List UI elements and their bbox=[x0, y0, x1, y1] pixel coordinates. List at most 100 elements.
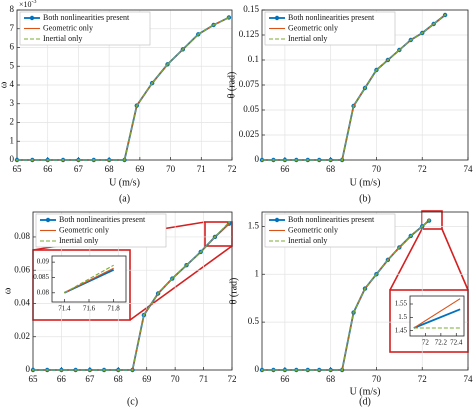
data-point bbox=[432, 22, 435, 26]
data-point bbox=[166, 63, 169, 66]
y-tick-label: 0.075 bbox=[239, 79, 260, 89]
data-point bbox=[228, 222, 231, 225]
legend-label: Both nonlinearities present bbox=[288, 13, 375, 22]
y-axis-label: ω bbox=[0, 81, 9, 88]
legend-label: Geometric only bbox=[288, 23, 338, 32]
x-tick-label: 67 bbox=[74, 164, 84, 174]
plot-frame bbox=[51, 255, 127, 303]
data-point bbox=[352, 311, 355, 314]
caption: (d) bbox=[359, 396, 371, 407]
data-point bbox=[329, 368, 332, 372]
y-tick-label: 4 bbox=[10, 79, 15, 89]
y-tick-label: 1.5 bbox=[398, 313, 407, 321]
y-tick-label: 0 bbox=[10, 154, 15, 164]
data-point bbox=[295, 368, 298, 372]
caption: (a) bbox=[119, 193, 130, 204]
data-point bbox=[74, 368, 77, 372]
data-point bbox=[228, 220, 231, 224]
y-tick-label: 0.08 bbox=[37, 288, 50, 296]
y-tick-label: 0.06 bbox=[14, 264, 30, 274]
y-tick-label: 5 bbox=[10, 60, 15, 70]
data-point bbox=[341, 368, 344, 372]
x-axis-label: U (m/s) bbox=[109, 177, 140, 188]
data-point bbox=[272, 368, 275, 372]
data-point bbox=[295, 158, 298, 162]
legend-label: Inertial only bbox=[288, 34, 327, 43]
data-point bbox=[386, 58, 389, 62]
y-tick-label: 0.02 bbox=[14, 331, 30, 341]
caption: (c) bbox=[127, 396, 138, 407]
data-point bbox=[352, 104, 355, 108]
data-point bbox=[46, 158, 49, 162]
x-tick-label: 69 bbox=[142, 374, 152, 384]
legend-marker bbox=[45, 217, 51, 223]
data-point bbox=[197, 33, 200, 36]
y-tick-label: 0.09 bbox=[37, 258, 50, 266]
x-tick-label: 70 bbox=[372, 374, 382, 384]
plot-frame bbox=[261, 211, 469, 371]
plot-frame bbox=[261, 9, 469, 161]
data-point bbox=[363, 287, 367, 290]
y-axis-label: θ (rad) bbox=[228, 278, 239, 305]
data-point bbox=[181, 48, 184, 51]
data-point bbox=[306, 158, 309, 162]
data-point bbox=[272, 158, 275, 162]
legend-label: Geometric only bbox=[288, 225, 338, 234]
y-tick-label: 0.085 bbox=[33, 273, 49, 281]
zoom-connector bbox=[389, 228, 423, 291]
data-point bbox=[283, 158, 286, 162]
x-tick-label: 72 bbox=[418, 164, 427, 174]
legend-marker bbox=[274, 217, 280, 223]
data-point bbox=[199, 250, 202, 254]
legend-label: Both nonlinearities present bbox=[288, 215, 375, 224]
data-point bbox=[386, 258, 389, 261]
data-point bbox=[151, 82, 154, 85]
data-point bbox=[375, 273, 378, 276]
x-tick-label: 74 bbox=[464, 374, 474, 384]
data-point bbox=[108, 158, 111, 162]
y-tick-label: 8 bbox=[10, 4, 15, 14]
exponent-power: -3 bbox=[32, 0, 37, 5]
y-tick-label: 0.125 bbox=[239, 29, 260, 39]
x-tick-label: 70 bbox=[372, 164, 382, 174]
data-point bbox=[131, 368, 134, 372]
data-point bbox=[409, 38, 412, 42]
x-tick-label: 72 bbox=[228, 374, 237, 384]
x-tick-label: 66 bbox=[280, 374, 290, 384]
y-axis-label: ω bbox=[2, 287, 13, 294]
data-point bbox=[31, 158, 34, 162]
x-tick-label: 71 bbox=[199, 374, 208, 384]
x-tick-label: 68 bbox=[105, 164, 115, 174]
y-tick-label: 0.04 bbox=[14, 298, 30, 308]
legend-label: Geometric only bbox=[59, 225, 109, 234]
data-point bbox=[31, 368, 35, 372]
caption: (b) bbox=[359, 193, 371, 204]
legend-box bbox=[19, 11, 151, 46]
y-tick-label: 1 bbox=[10, 135, 15, 145]
legend-label: Inertial only bbox=[59, 236, 98, 245]
x-tick-label: 68 bbox=[326, 164, 336, 174]
data-point bbox=[213, 235, 217, 239]
y-tick-label: 0.08 bbox=[14, 231, 30, 241]
data-point bbox=[398, 48, 401, 52]
legend-box bbox=[35, 213, 167, 248]
series-line bbox=[413, 298, 461, 329]
axis-exponent: ×10-3 bbox=[19, 0, 37, 9]
data-point bbox=[375, 68, 378, 72]
y-tick-label: 0.05 bbox=[243, 104, 259, 114]
x-axis-label: U (m/s) bbox=[350, 177, 381, 188]
plot-frame bbox=[409, 295, 465, 337]
data-point bbox=[61, 158, 65, 162]
data-point bbox=[185, 264, 188, 267]
data-point bbox=[60, 368, 63, 372]
data-point bbox=[260, 158, 264, 162]
legend-label: Both nonlinearities present bbox=[43, 13, 130, 22]
x-tick-label: 71.8 bbox=[108, 305, 121, 313]
legend-label: Inertial only bbox=[43, 34, 82, 43]
y-tick-label: 3 bbox=[10, 98, 15, 108]
x-tick-label: 69 bbox=[135, 164, 145, 174]
y-tick-label: 7 bbox=[10, 23, 15, 33]
